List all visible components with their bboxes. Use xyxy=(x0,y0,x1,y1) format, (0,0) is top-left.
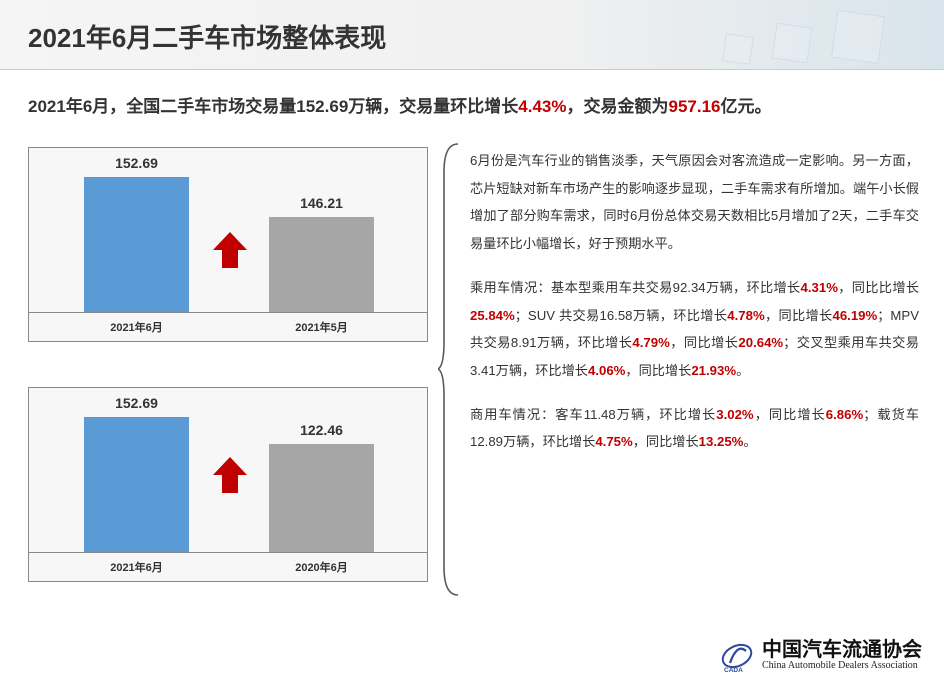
highlight-value: 4.06% xyxy=(588,363,625,378)
cada-logo-icon: CADA xyxy=(720,639,754,673)
header-bar: 2021年6月二手车市场整体表现 xyxy=(0,0,944,70)
chart-yoy: 152.69 122.46 2021年6月 2020年6月 xyxy=(28,387,428,582)
bar: 146.21 xyxy=(269,217,374,312)
highlight-value: 4.78% xyxy=(727,308,764,323)
chart-mom: 152.69 146.21 2021年6月 2021年5月 xyxy=(28,147,428,342)
highlight-value: 4.31% xyxy=(801,280,838,295)
paragraph-overview: 6月份是汽车行业的销售淡季，天气原因会对客流造成一定影响。另一方面，芯片短缺对新… xyxy=(470,147,919,258)
highlight-value: 25.84% xyxy=(470,308,515,323)
text-run: 乘用车情况：基本型乘用车共交易92.34万辆，环比增长 xyxy=(470,280,801,295)
bar: 152.69 xyxy=(84,417,189,552)
up-arrow-icon xyxy=(211,230,249,270)
text-run: ，同比增长 xyxy=(754,407,826,422)
x-axis-label: 2021年6月 xyxy=(84,559,189,575)
highlight-value: 4.79% xyxy=(632,335,669,350)
subtitle: 2021年6月，全国二手车市场交易量152.69万辆，交易量环比增长4.43%，… xyxy=(0,92,944,117)
org-name-en: China Automobile Dealers Association xyxy=(762,660,922,672)
highlight-value: 20.64% xyxy=(738,335,783,350)
paragraph-passenger: 乘用车情况：基本型乘用车共交易92.34万辆，环比增长4.31%，同比比增长 25… xyxy=(470,274,919,385)
x-axis-label: 2020年6月 xyxy=(269,559,374,575)
text-run: ，同比比增长 xyxy=(838,280,919,295)
text-run: 商用车情况：客车11.48万辆，环比增长 xyxy=(470,407,716,422)
content-area: 152.69 146.21 2021年6月 2021年5月 152.69 122.46 2… xyxy=(0,147,944,607)
up-arrow-icon xyxy=(211,455,249,495)
bracket-icon xyxy=(438,142,460,597)
logo-text-block: 中国汽车流通协会 China Automobile Dealers Associ… xyxy=(762,640,922,672)
bar-value-label: 146.21 xyxy=(269,195,374,211)
svg-text:CADA: CADA xyxy=(724,667,743,673)
highlight-value: 4.75% xyxy=(595,434,632,449)
subtitle-prefix: 2021年6月，全国二手车市场交易量152.69万辆，交易量环比增长 xyxy=(28,97,518,116)
text-column: 6月份是汽车行业的销售淡季，天气原因会对客流造成一定影响。另一方面，芯片短缺对新… xyxy=(470,147,919,472)
charts-column: 152.69 146.21 2021年6月 2021年5月 152.69 122.46 2… xyxy=(28,147,428,582)
header-decor-cubes xyxy=(714,5,914,65)
text-run: 。 xyxy=(743,434,756,449)
bar-value-label: 152.69 xyxy=(84,395,189,411)
bar: 152.69 xyxy=(84,177,189,312)
text-run: ，同比增长 xyxy=(670,335,739,350)
x-axis-label: 2021年6月 xyxy=(84,319,189,335)
subtitle-amount: 957.16 xyxy=(668,97,720,116)
highlight-value: 46.19% xyxy=(833,308,878,323)
bar-value-label: 152.69 xyxy=(84,155,189,171)
highlight-value: 13.25% xyxy=(699,434,744,449)
bar-value-label: 122.46 xyxy=(269,422,374,438)
bar: 122.46 xyxy=(269,444,374,552)
text-run: ，同比增长 xyxy=(765,308,833,323)
text-run: ，同比增长 xyxy=(633,434,699,449)
subtitle-mid: ，交易金额为 xyxy=(566,97,668,116)
paragraph-commercial: 商用车情况：客车11.48万辆，环比增长3.02%，同比增长6.86%；载货车1… xyxy=(470,401,919,456)
text-run: ，同比增长 xyxy=(625,363,691,378)
text-run: ；SUV 共交易16.58万辆，环比增长 xyxy=(515,308,728,323)
subtitle-growth: 4.43% xyxy=(518,97,566,116)
footer-logo: CADA 中国汽车流通协会 China Automobile Dealers A… xyxy=(720,639,922,673)
text-run: 。 xyxy=(736,363,749,378)
subtitle-suffix: 亿元。 xyxy=(720,97,771,116)
x-axis-label: 2021年5月 xyxy=(269,319,374,335)
highlight-value: 21.93% xyxy=(691,363,736,378)
highlight-value: 6.86% xyxy=(826,407,863,422)
highlight-value: 3.02% xyxy=(716,407,753,422)
org-name-cn: 中国汽车流通协会 xyxy=(762,640,922,660)
